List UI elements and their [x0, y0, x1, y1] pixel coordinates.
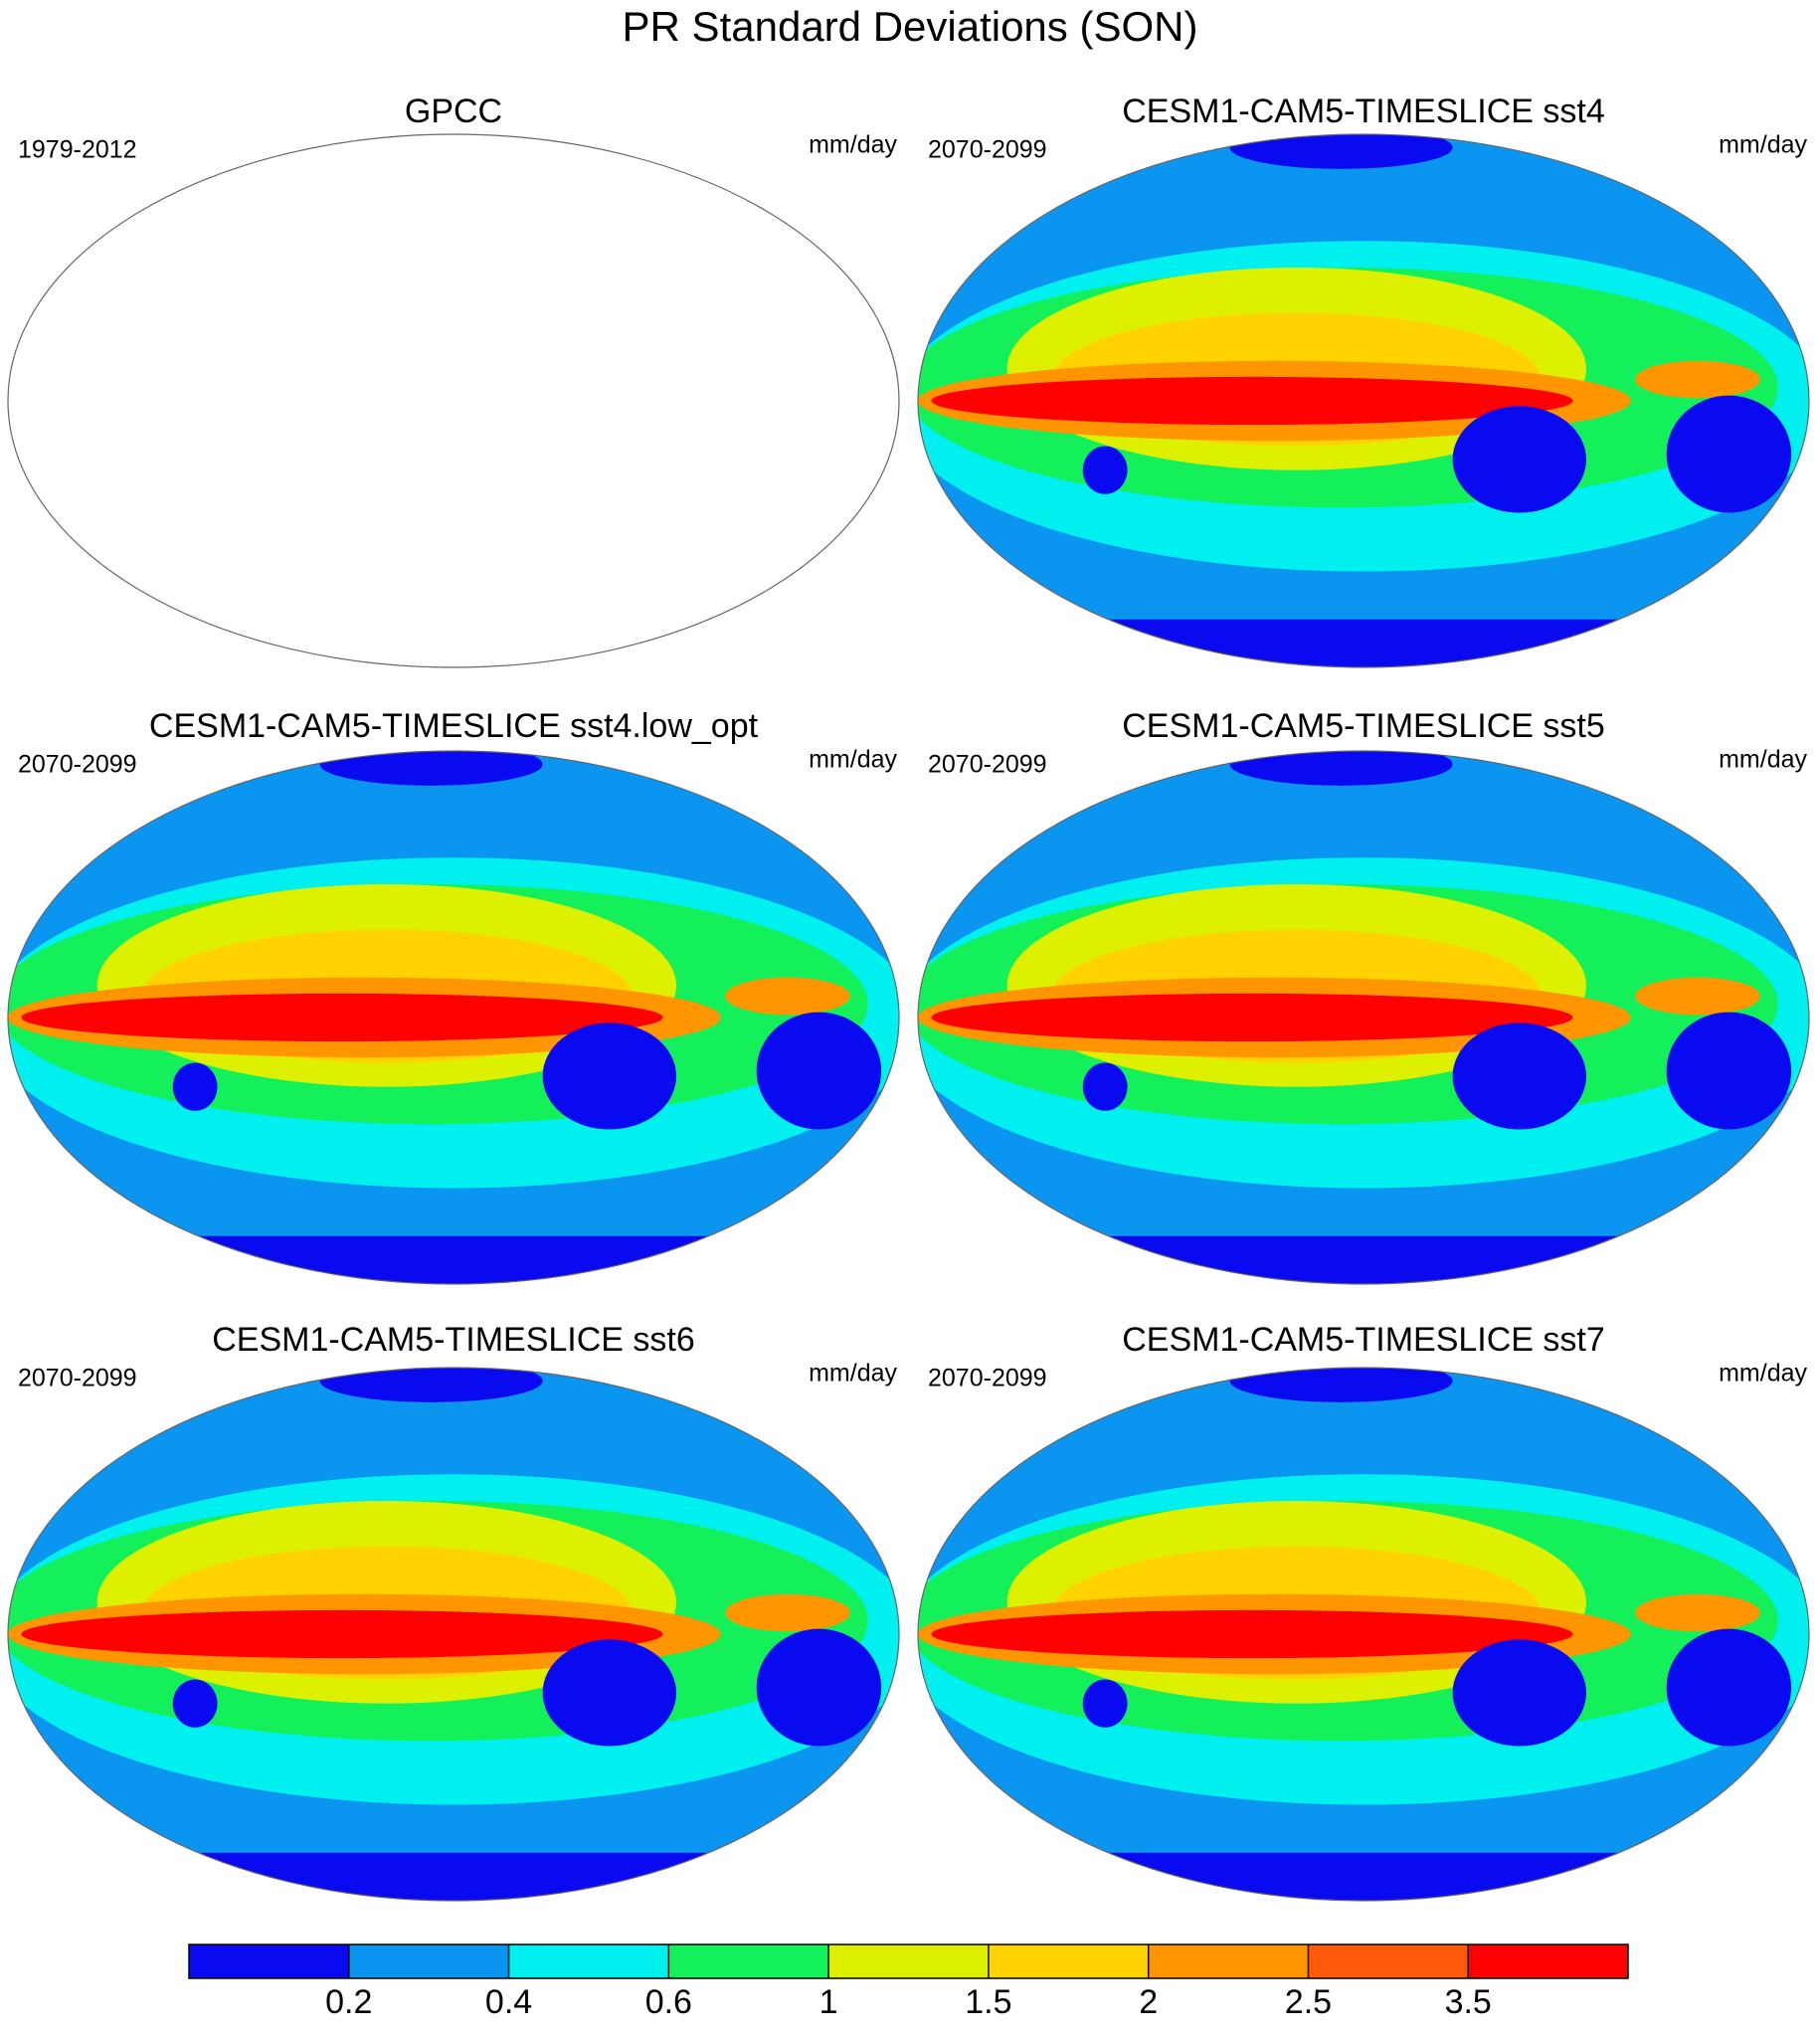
- map-field: [21, 1609, 663, 1659]
- map-field: [756, 1012, 882, 1130]
- map-field: [542, 1639, 676, 1747]
- map-field: [725, 1593, 850, 1632]
- map-field: [1452, 406, 1587, 513]
- panel-period: 2070-2099: [928, 136, 1047, 164]
- map: [918, 1368, 1809, 1901]
- map-outline: [917, 133, 1810, 668]
- map: [918, 134, 1809, 667]
- panel-period: 1979-2012: [18, 136, 137, 164]
- panel-units: mm/day: [809, 746, 897, 774]
- map-field: [542, 1022, 676, 1130]
- map: [8, 751, 899, 1284]
- map-field: [1082, 1062, 1128, 1111]
- map-field: [1635, 360, 1760, 399]
- map-field: [918, 619, 1809, 667]
- colorbar-box: [1468, 1944, 1628, 1978]
- panel-units: mm/day: [1719, 1360, 1807, 1388]
- map-field: [8, 1235, 899, 1284]
- colorbar-box: [668, 1944, 829, 1978]
- map-field: [1082, 446, 1128, 494]
- map-field: [1635, 1593, 1760, 1632]
- panel-units: mm/day: [1719, 131, 1807, 159]
- colorbar-label: 3.5: [1445, 1983, 1492, 2021]
- map-outline: [917, 750, 1810, 1285]
- panel-title: CESM1-CAM5-TIMESLICE sst4.low_opt: [149, 707, 759, 745]
- map-field: [1082, 1679, 1128, 1728]
- map-outline: [917, 1367, 1810, 1902]
- panel-period: 2070-2099: [18, 1365, 137, 1392]
- map-outline: [7, 1367, 900, 1902]
- map-field: [931, 376, 1573, 426]
- colorbar-box: [1148, 1944, 1309, 1978]
- map-field: [319, 751, 543, 786]
- colorbar-label: 2: [1139, 1983, 1158, 2021]
- colorbar-label: 2.5: [1285, 1983, 1332, 2021]
- map-field: [1666, 1628, 1792, 1747]
- map: [918, 751, 1809, 1284]
- panel-period: 2070-2099: [928, 1365, 1047, 1392]
- map-field: [1452, 1639, 1587, 1747]
- map: [8, 1368, 899, 1901]
- panel-title: CESM1-CAM5-TIMESLICE sst7: [1122, 1321, 1605, 1359]
- colorbar-label: 0.2: [325, 1983, 372, 2021]
- map-field: [1229, 1368, 1453, 1402]
- panel-title: CESM1-CAM5-TIMESLICE sst4: [1122, 93, 1605, 130]
- map-outline: [7, 133, 900, 668]
- colorbar-box: [189, 1944, 349, 1978]
- colorbar-box: [828, 1944, 989, 1978]
- map-field: [1635, 977, 1760, 1016]
- map-field: [172, 1679, 218, 1728]
- colorbar-label: 1: [819, 1983, 838, 2021]
- map-field: [756, 1628, 882, 1747]
- panel-units: mm/day: [809, 1360, 897, 1388]
- map-field: [319, 1368, 543, 1402]
- colorbar-label: 0.4: [485, 1983, 532, 2021]
- map-field: [725, 977, 850, 1016]
- figure-title: PR Standard Deviations (SON): [623, 3, 1198, 50]
- panel-title: CESM1-CAM5-TIMESLICE sst6: [212, 1321, 695, 1359]
- panel-units: mm/day: [809, 131, 897, 159]
- map-field: [1229, 134, 1453, 169]
- map-field: [931, 1609, 1573, 1659]
- colorbar-outline: [188, 1944, 1629, 1979]
- colorbar-box: [1308, 1944, 1469, 1978]
- map-field: [8, 1852, 899, 1901]
- panel-title: GPCC: [405, 93, 502, 130]
- panel-period: 2070-2099: [18, 751, 137, 779]
- colorbar-box: [348, 1944, 509, 1978]
- panel-title: CESM1-CAM5-TIMESLICE sst5: [1122, 707, 1605, 745]
- colorbar-box: [508, 1944, 669, 1978]
- colorbar-label: 0.6: [645, 1983, 692, 2021]
- map-field: [931, 993, 1573, 1042]
- map-field: [1452, 1022, 1587, 1130]
- map-field: [1666, 1012, 1792, 1130]
- panel-period: 2070-2099: [928, 751, 1047, 779]
- map-field: [918, 1852, 1809, 1901]
- map-field: [1229, 751, 1453, 786]
- map-outline: [7, 750, 900, 1285]
- map-field: [1666, 395, 1792, 513]
- map-field: [21, 993, 663, 1042]
- colorbar-box: [988, 1944, 1149, 1978]
- map-field: [918, 1235, 1809, 1284]
- panel-units: mm/day: [1719, 746, 1807, 774]
- map-field: [172, 1062, 218, 1111]
- colorbar-label: 1.5: [965, 1983, 1011, 2021]
